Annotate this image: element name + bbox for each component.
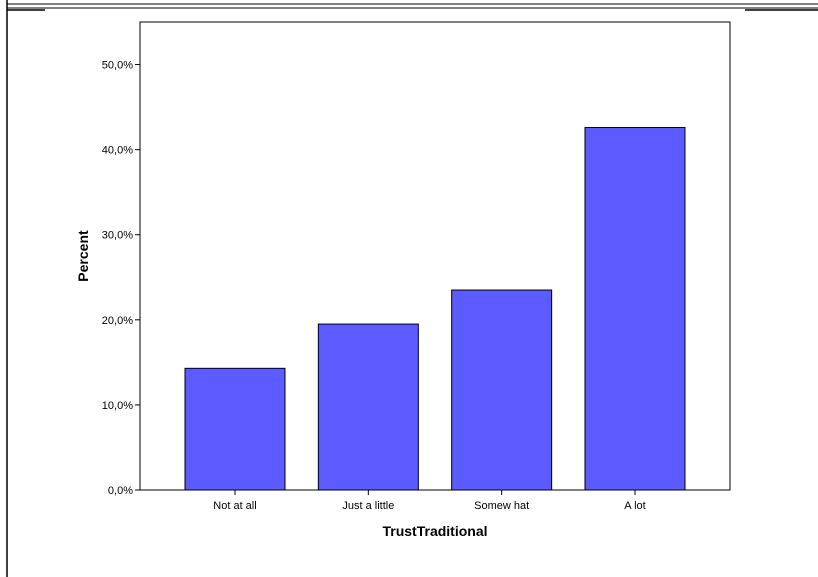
y-axis-label: Percent	[75, 230, 91, 282]
bar-3	[451, 289, 553, 491]
bar-1	[184, 367, 286, 491]
x-axis-label: TrustTraditional	[382, 523, 487, 539]
x-tick-label: A lot	[624, 500, 645, 512]
y-axis-ticks: 0,0% 10,0% 20,0% 30,0% 40,0% 50,0%	[102, 60, 140, 497]
bar-4	[584, 127, 686, 491]
y-tick-label: 20,0%	[102, 315, 133, 327]
y-tick-label: 50,0%	[102, 60, 133, 72]
bars-group	[184, 127, 686, 491]
bar-2	[317, 323, 419, 491]
y-tick-label: 10,0%	[102, 400, 133, 412]
y-tick-label: 30,0%	[102, 230, 133, 242]
x-tick-label: Not at all	[213, 500, 256, 512]
x-tick-label: Somew hat	[474, 500, 529, 512]
x-axis-ticks: Not at all Just a little Somew hat A lot	[213, 490, 646, 512]
y-tick-label: 0,0%	[108, 485, 133, 497]
y-tick-label: 40,0%	[102, 145, 133, 157]
x-tick-label: Just a little	[342, 500, 394, 512]
